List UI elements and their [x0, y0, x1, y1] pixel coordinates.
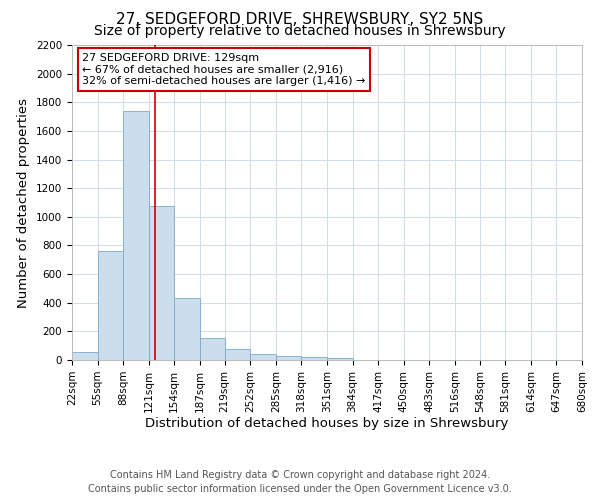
Bar [276, 356, 301, 360]
Text: Contains HM Land Registry data © Crown copyright and database right 2024.
Contai: Contains HM Land Registry data © Crown c… [88, 470, 512, 494]
Text: 27 SEDGEFORD DRIVE: 129sqm
← 67% of detached houses are smaller (2,916)
32% of s: 27 SEDGEFORD DRIVE: 129sqm ← 67% of deta… [82, 53, 365, 86]
Bar [200, 338, 224, 360]
Bar [224, 348, 250, 360]
Bar [301, 358, 327, 360]
Bar [98, 251, 123, 360]
Bar [250, 354, 276, 360]
Bar [72, 352, 98, 360]
Bar [327, 358, 353, 360]
Bar [175, 298, 200, 360]
X-axis label: Distribution of detached houses by size in Shrewsbury: Distribution of detached houses by size … [145, 418, 509, 430]
Bar [123, 111, 149, 360]
Y-axis label: Number of detached properties: Number of detached properties [17, 98, 31, 308]
Bar [149, 206, 175, 360]
Text: 27, SEDGEFORD DRIVE, SHREWSBURY, SY2 5NS: 27, SEDGEFORD DRIVE, SHREWSBURY, SY2 5NS [116, 12, 484, 28]
Text: Size of property relative to detached houses in Shrewsbury: Size of property relative to detached ho… [94, 24, 506, 38]
